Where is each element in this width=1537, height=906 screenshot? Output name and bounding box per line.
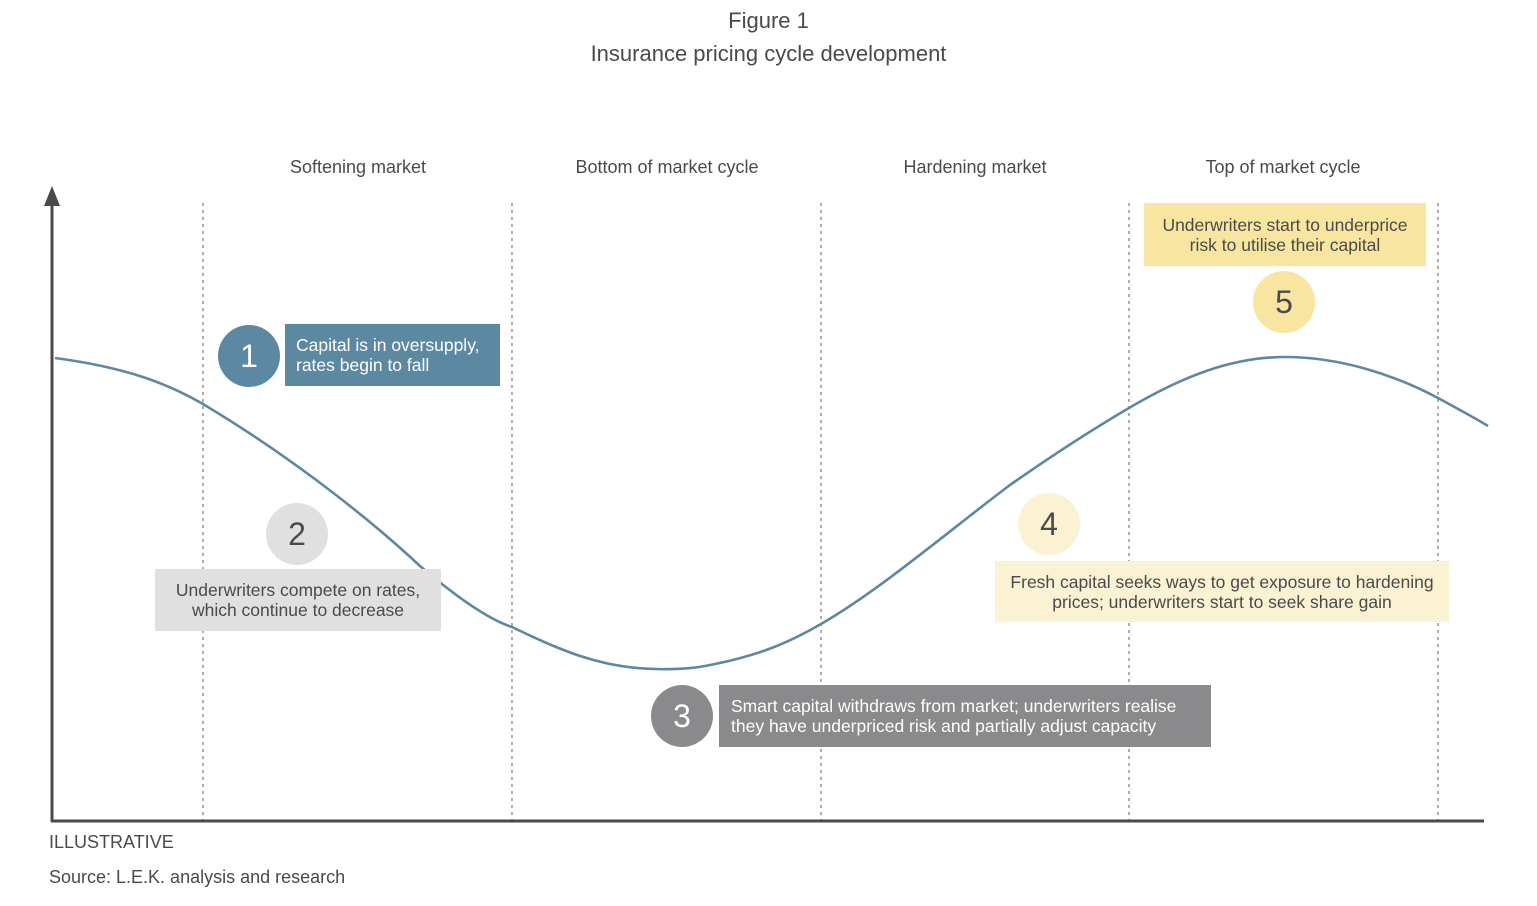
stage-3-note: Smart capital withdraws from market; und…: [719, 685, 1211, 747]
illustrative-label: ILLUSTRATIVE: [49, 832, 174, 852]
stage-3-badge: 3: [651, 685, 713, 747]
figure-label: Figure 1: [728, 8, 809, 33]
pricing-cycle-curve: [54, 355, 1489, 671]
stage-5-text: Underwriters start to underprice risk to…: [1162, 214, 1408, 255]
stage-4-badge: 4: [1018, 493, 1080, 555]
phase-label-top: Top of market cycle: [1205, 157, 1361, 177]
stage-1-note: Capital is in oversupply, rates begin to…: [285, 324, 500, 386]
stage-4-note: Fresh capital seeks ways to get exposure…: [995, 561, 1449, 622]
y-axis-arrow: [44, 186, 60, 206]
stage-2-note: Underwriters compete on rates, which con…: [155, 569, 441, 631]
stage-5-note: Underwriters start to underprice risk to…: [1144, 203, 1426, 266]
source-note: Source: L.E.K. analysis and research: [49, 867, 346, 887]
stage-5-badge: 5: [1253, 271, 1315, 333]
phase-label-hardening: Hardening market: [903, 157, 1047, 177]
figure-title: Insurance pricing cycle development: [590, 41, 947, 66]
stage-2-text: Underwriters compete on rates, which con…: [175, 580, 421, 620]
stage-3-text: Smart capital withdraws from market; und…: [731, 696, 1177, 736]
stage-2-badge: 2: [266, 503, 328, 565]
phase-label-bottom: Bottom of market cycle: [575, 157, 759, 177]
phase-label-softening: Softening market: [289, 157, 427, 177]
stage-1-badge: 1: [218, 325, 280, 387]
stage-4-text: Fresh capital seeks ways to get exposure…: [1010, 571, 1434, 612]
stage-1-text: Capital is in oversupply, rates begin to…: [296, 335, 480, 375]
